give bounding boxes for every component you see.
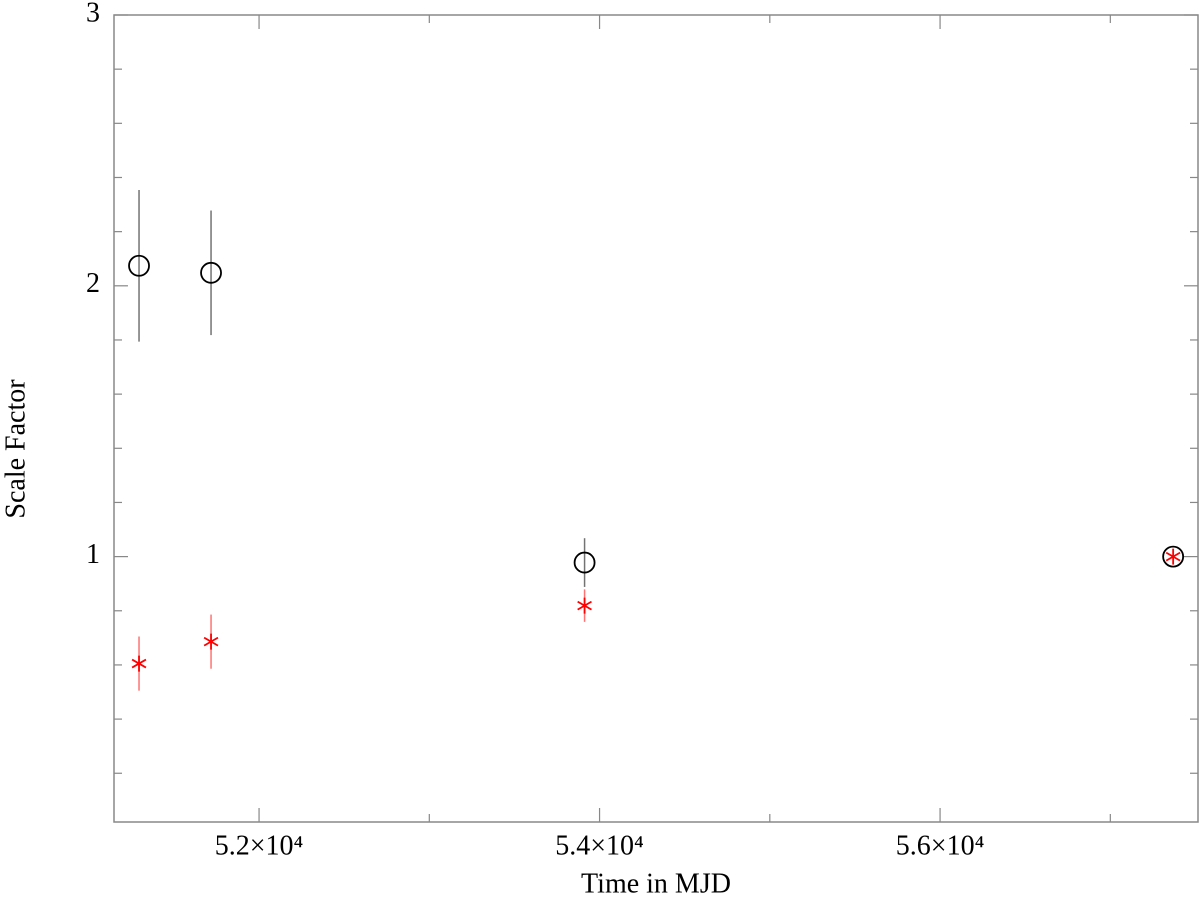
x-tick-label: 5.4×10⁴: [555, 830, 644, 861]
x-tick-label: 5.6×10⁴: [896, 830, 985, 861]
plot-frame: [113, 14, 1199, 823]
point: [200, 261, 222, 284]
y-tick-label: 3: [86, 0, 100, 28]
x-axis-label: Time in MJD: [581, 868, 731, 899]
point: [131, 655, 147, 672]
point: [577, 597, 592, 614]
y-tick-label: 1: [86, 539, 100, 570]
point: [203, 633, 219, 650]
point: [1165, 548, 1181, 565]
y-tick-label: 2: [86, 268, 100, 299]
y-axis-label: Scale Factor: [0, 379, 31, 519]
point: [573, 551, 596, 574]
point: [1162, 545, 1185, 568]
x-tick-label: 5.2×10⁴: [215, 830, 304, 861]
point: [128, 254, 150, 277]
